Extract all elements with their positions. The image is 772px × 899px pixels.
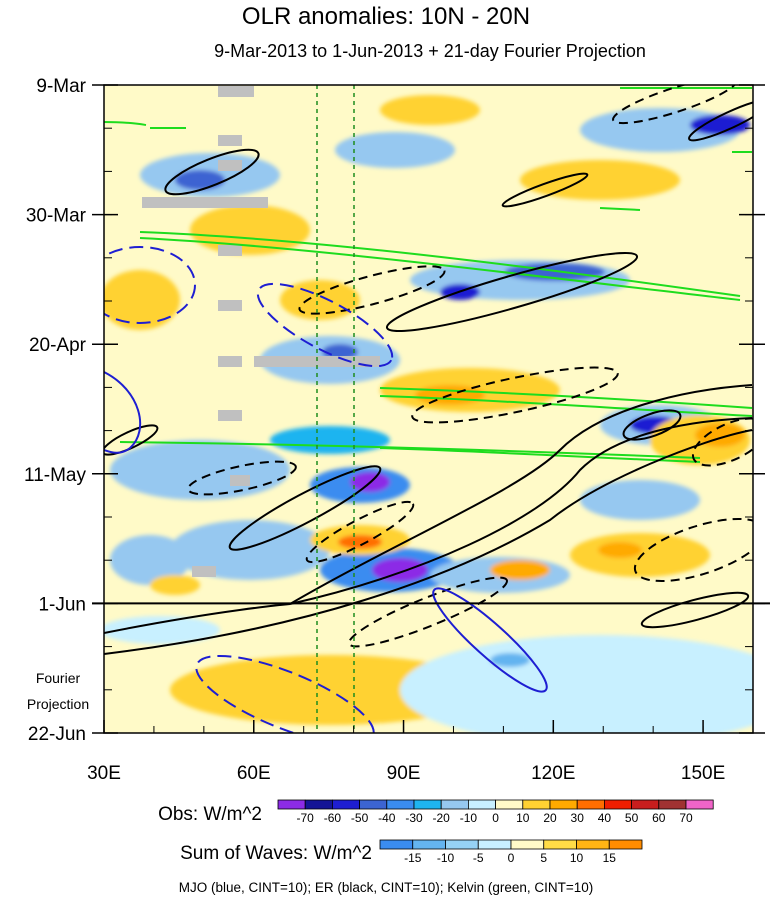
legend-level-label: 30 bbox=[571, 811, 585, 825]
obs-pos-blob bbox=[338, 535, 382, 549]
chart-title: OLR anomalies: 10N - 20N bbox=[242, 3, 530, 30]
legend-color-box bbox=[608, 839, 643, 850]
missing-data-boxes bbox=[142, 86, 380, 577]
obs-pos-blob bbox=[598, 542, 642, 558]
legend-color-box bbox=[386, 799, 415, 810]
legend-level-label: -20 bbox=[433, 811, 451, 825]
legend-level-label: -5 bbox=[473, 851, 484, 865]
legend-color-box bbox=[604, 799, 633, 810]
obs-neg-blob bbox=[110, 440, 290, 500]
y-tick-label: 11-May bbox=[24, 465, 86, 486]
legend-level-label: 40 bbox=[598, 811, 612, 825]
legend-level-label: -70 bbox=[297, 811, 315, 825]
legend-color-box bbox=[445, 839, 479, 850]
fourier-label: Fourier bbox=[36, 670, 81, 686]
y-axis: 9-Mar 30-Mar 20-Apr 11-May 1-Jun 22-Jun bbox=[24, 76, 765, 745]
obs-neg-blob bbox=[170, 520, 330, 580]
legend-level-label: 10 bbox=[570, 851, 584, 865]
legend-color-box bbox=[467, 799, 496, 810]
x-tick-label: 90E bbox=[387, 763, 421, 784]
obs-pos-blob bbox=[190, 205, 310, 255]
footnote: MJO (blue, CINT=10); ER (black, CINT=10)… bbox=[179, 880, 594, 895]
obs-legend: Obs: W/m^2 -70 -60 -50 -40 -30 -20 -10 0 10 20 30 4… bbox=[158, 799, 714, 825]
legend-color-box bbox=[331, 799, 360, 810]
obs-neg-blob bbox=[335, 132, 455, 168]
legend-color-box bbox=[631, 799, 660, 810]
legend-color-box bbox=[477, 839, 512, 850]
plot-area bbox=[92, 84, 770, 734]
legend-color-box bbox=[413, 799, 442, 810]
legend-color-box bbox=[304, 799, 333, 810]
er-contours bbox=[104, 98, 753, 655]
obs-pos-blob bbox=[380, 95, 480, 125]
legend-level-label: 0 bbox=[508, 851, 515, 865]
x-axis: 30E 60E 90E 120E 150E bbox=[87, 720, 754, 784]
legend-level-label: 60 bbox=[652, 811, 666, 825]
obs-pos-blob bbox=[490, 560, 550, 580]
y-tick-label: 1-Jun bbox=[38, 594, 86, 615]
legend-color-box bbox=[510, 839, 545, 850]
x-tick-label: 150E bbox=[681, 763, 725, 784]
obs-neg-blob bbox=[372, 558, 428, 582]
wave-neg-blob bbox=[490, 653, 530, 667]
x-tick-label: 120E bbox=[531, 763, 575, 784]
kelvin-contours bbox=[104, 87, 753, 463]
legend-level-label: 20 bbox=[543, 811, 557, 825]
mjo-neg-contours bbox=[104, 246, 394, 733]
x-tick-label: 60E bbox=[237, 763, 271, 784]
y-tick-label: 22-Jun bbox=[28, 724, 86, 745]
wave-legend: Sum of Waves: W/m^2 -15 -10 -5 0 5 10 15 bbox=[180, 839, 643, 865]
legend-level-label: -50 bbox=[351, 811, 369, 825]
obs-pos-blob bbox=[570, 533, 710, 577]
legend-color-box bbox=[658, 799, 687, 810]
obs-legend-title: Obs: W/m^2 bbox=[158, 804, 262, 825]
obs-pos-blob bbox=[104, 270, 180, 330]
legend-color-box bbox=[549, 799, 578, 810]
obs-shading bbox=[104, 85, 753, 733]
er-neg-contours bbox=[187, 85, 753, 648]
obs-neg-blob bbox=[580, 480, 700, 520]
legend-color-box bbox=[359, 799, 388, 810]
x-tick-label: 30E bbox=[87, 763, 121, 784]
chart-subtitle: 9-Mar-2013 to 1-Jun-2013 + 21-day Fourie… bbox=[214, 41, 646, 61]
legend-level-label: 0 bbox=[492, 811, 499, 825]
y-tick-label: 20-Apr bbox=[29, 335, 87, 356]
obs-neg-blob bbox=[110, 535, 190, 585]
legend-level-label: 10 bbox=[516, 811, 530, 825]
obs-neg-blob bbox=[270, 426, 390, 454]
legend-level-label: -10 bbox=[460, 811, 478, 825]
obs-pos-blob bbox=[150, 575, 200, 595]
obs-pos-blob bbox=[520, 160, 680, 200]
legend-color-box bbox=[277, 799, 306, 810]
plot-frame bbox=[103, 84, 754, 734]
legend-color-box bbox=[576, 839, 610, 850]
legend-level-label: -30 bbox=[405, 811, 423, 825]
wave-legend-title: Sum of Waves: W/m^2 bbox=[180, 843, 372, 864]
projection-label: Projection bbox=[27, 696, 89, 712]
legend-level-label: 70 bbox=[679, 811, 693, 825]
y-tick-label: 9-Mar bbox=[36, 76, 86, 97]
wave-neg-blob bbox=[104, 616, 220, 644]
legend-color-box bbox=[440, 799, 469, 810]
mjo-contours bbox=[104, 371, 548, 693]
legend-color-box bbox=[495, 799, 524, 810]
legend-level-label: -40 bbox=[378, 811, 396, 825]
legend-level-label: -60 bbox=[324, 811, 342, 825]
y-tick-label: 30-Mar bbox=[26, 206, 87, 227]
legend-color-box bbox=[576, 799, 605, 810]
legend-color-box bbox=[522, 799, 551, 810]
legend-level-label: 50 bbox=[625, 811, 639, 825]
obs-neg-blob bbox=[690, 115, 750, 135]
legend-level-label: 15 bbox=[603, 851, 617, 865]
legend-color-box bbox=[685, 799, 714, 810]
legend-color-box bbox=[379, 839, 414, 850]
legend-color-box bbox=[543, 839, 577, 850]
legend-level-label: 5 bbox=[540, 851, 547, 865]
legend-color-box bbox=[412, 839, 446, 850]
legend-level-label: -10 bbox=[437, 851, 455, 865]
legend-level-label: -15 bbox=[404, 851, 422, 865]
